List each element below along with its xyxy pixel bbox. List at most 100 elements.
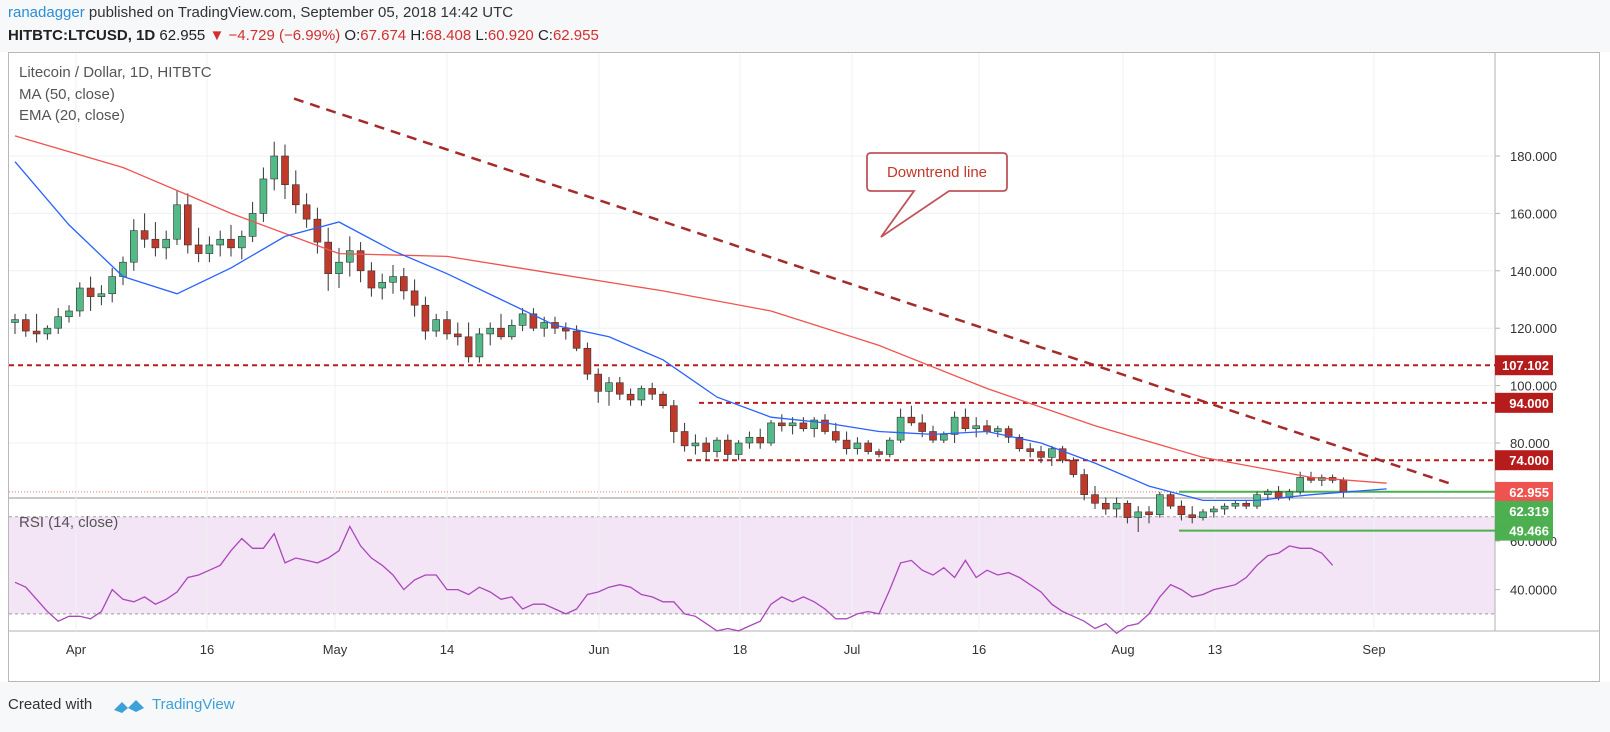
candle-body bbox=[691, 442, 700, 447]
candle-body bbox=[389, 276, 397, 283]
time-tick-label: 14 bbox=[440, 642, 454, 657]
price-level-badge bbox=[1495, 500, 1553, 521]
candle-body bbox=[1188, 514, 1196, 518]
candle bbox=[130, 219, 138, 271]
candle bbox=[713, 437, 721, 458]
candle bbox=[281, 144, 289, 200]
time-tick-label: Apr bbox=[66, 642, 87, 657]
low-label: L: bbox=[475, 27, 488, 44]
candle-body bbox=[767, 422, 775, 444]
candle bbox=[1015, 434, 1024, 452]
price-level-badge bbox=[1495, 355, 1553, 376]
candle-body bbox=[1091, 494, 1099, 504]
high-value: 68.408 bbox=[425, 27, 472, 44]
candle bbox=[432, 313, 441, 337]
candle bbox=[1058, 445, 1067, 464]
candle bbox=[659, 391, 667, 409]
candle bbox=[961, 408, 970, 432]
candle-body bbox=[1296, 477, 1304, 493]
candle bbox=[97, 285, 106, 306]
candle-body bbox=[173, 204, 181, 240]
candle-body bbox=[475, 333, 484, 358]
tradingview-link[interactable]: TradingView bbox=[152, 696, 235, 713]
time-tick-label: May bbox=[323, 642, 348, 657]
candle-body bbox=[777, 422, 786, 427]
candle bbox=[691, 434, 700, 455]
candle bbox=[1220, 503, 1229, 515]
candle-body bbox=[529, 313, 538, 329]
candle bbox=[259, 167, 268, 223]
candle bbox=[475, 328, 484, 363]
candle-body bbox=[1102, 502, 1110, 510]
candle-body bbox=[918, 422, 927, 432]
price-tick-label: 180.000 bbox=[1510, 149, 1557, 164]
candle-body bbox=[961, 416, 970, 429]
candle-body bbox=[432, 319, 441, 332]
price-tick-label: 120.000 bbox=[1510, 321, 1557, 336]
ema20-line bbox=[14, 161, 1387, 502]
legend-title: Litecoin / Dollar, 1D, HITBTC bbox=[19, 64, 212, 81]
candle bbox=[529, 308, 538, 332]
candle bbox=[1080, 468, 1088, 501]
candle bbox=[378, 273, 387, 300]
candle bbox=[605, 376, 613, 406]
candle bbox=[108, 267, 116, 303]
candle-body bbox=[648, 388, 657, 395]
candle-body bbox=[605, 382, 613, 392]
legend-ma: MA (50, close) bbox=[19, 86, 115, 103]
candle-body bbox=[1080, 474, 1088, 495]
candle-body bbox=[1004, 428, 1013, 438]
candle-body bbox=[464, 336, 473, 358]
candle-body bbox=[680, 431, 689, 447]
candle-body bbox=[896, 416, 905, 441]
candle bbox=[43, 325, 52, 340]
chart-svg[interactable]: Apr 16 May 14 Jun 18 Jul 16 Aug 13 Sep 80.000 100.00… bbox=[9, 53, 1599, 681]
candle-body bbox=[637, 388, 646, 401]
candle bbox=[1210, 506, 1218, 518]
candle-body bbox=[410, 290, 419, 306]
candle bbox=[497, 313, 505, 340]
rsi-band bbox=[9, 516, 1495, 614]
callout-bubble bbox=[866, 152, 1008, 238]
candle bbox=[810, 417, 819, 438]
legend-rsi: RSI (14, close) bbox=[19, 514, 118, 531]
candle bbox=[777, 414, 786, 432]
candle bbox=[65, 305, 73, 323]
candle-body bbox=[345, 250, 354, 263]
candle bbox=[734, 440, 743, 461]
candle bbox=[864, 440, 873, 455]
candle-body bbox=[184, 204, 192, 246]
candle bbox=[421, 296, 430, 340]
price-level-text: 62.955 bbox=[1509, 485, 1549, 500]
price-level-label: 49.466 bbox=[1495, 520, 1553, 541]
candle bbox=[1134, 506, 1142, 532]
candle bbox=[11, 313, 19, 334]
candle bbox=[1112, 497, 1121, 518]
candle bbox=[184, 193, 192, 254]
candle bbox=[1048, 445, 1056, 466]
candle-body bbox=[11, 319, 19, 323]
candle bbox=[335, 247, 343, 289]
candle-body bbox=[302, 204, 311, 220]
candle-body bbox=[22, 319, 30, 332]
candle-body bbox=[324, 241, 333, 274]
author-link[interactable]: ranadagger bbox=[8, 4, 85, 21]
candle-body bbox=[86, 287, 95, 297]
candle-body bbox=[227, 238, 235, 249]
candle-body bbox=[54, 316, 63, 329]
candle-body bbox=[1210, 508, 1218, 513]
candle-body bbox=[32, 330, 41, 335]
chart-area[interactable]: Apr 16 May 14 Jun 18 Jul 16 Aug 13 Sep 80.000 100.00… bbox=[8, 52, 1600, 682]
candle-body bbox=[788, 422, 797, 427]
chart-header: ranadagger published on TradingView.com,… bbox=[0, 0, 1610, 52]
candle-body bbox=[842, 439, 851, 450]
price-level-text: 74.000 bbox=[1509, 453, 1549, 468]
time-tick-label: 16 bbox=[972, 642, 986, 657]
candle bbox=[345, 236, 354, 277]
candle-body bbox=[1134, 511, 1142, 518]
candle bbox=[1069, 457, 1078, 478]
candle-body bbox=[1145, 511, 1153, 516]
candle-body bbox=[713, 439, 721, 452]
candle-body bbox=[821, 419, 829, 432]
candle bbox=[842, 431, 851, 455]
